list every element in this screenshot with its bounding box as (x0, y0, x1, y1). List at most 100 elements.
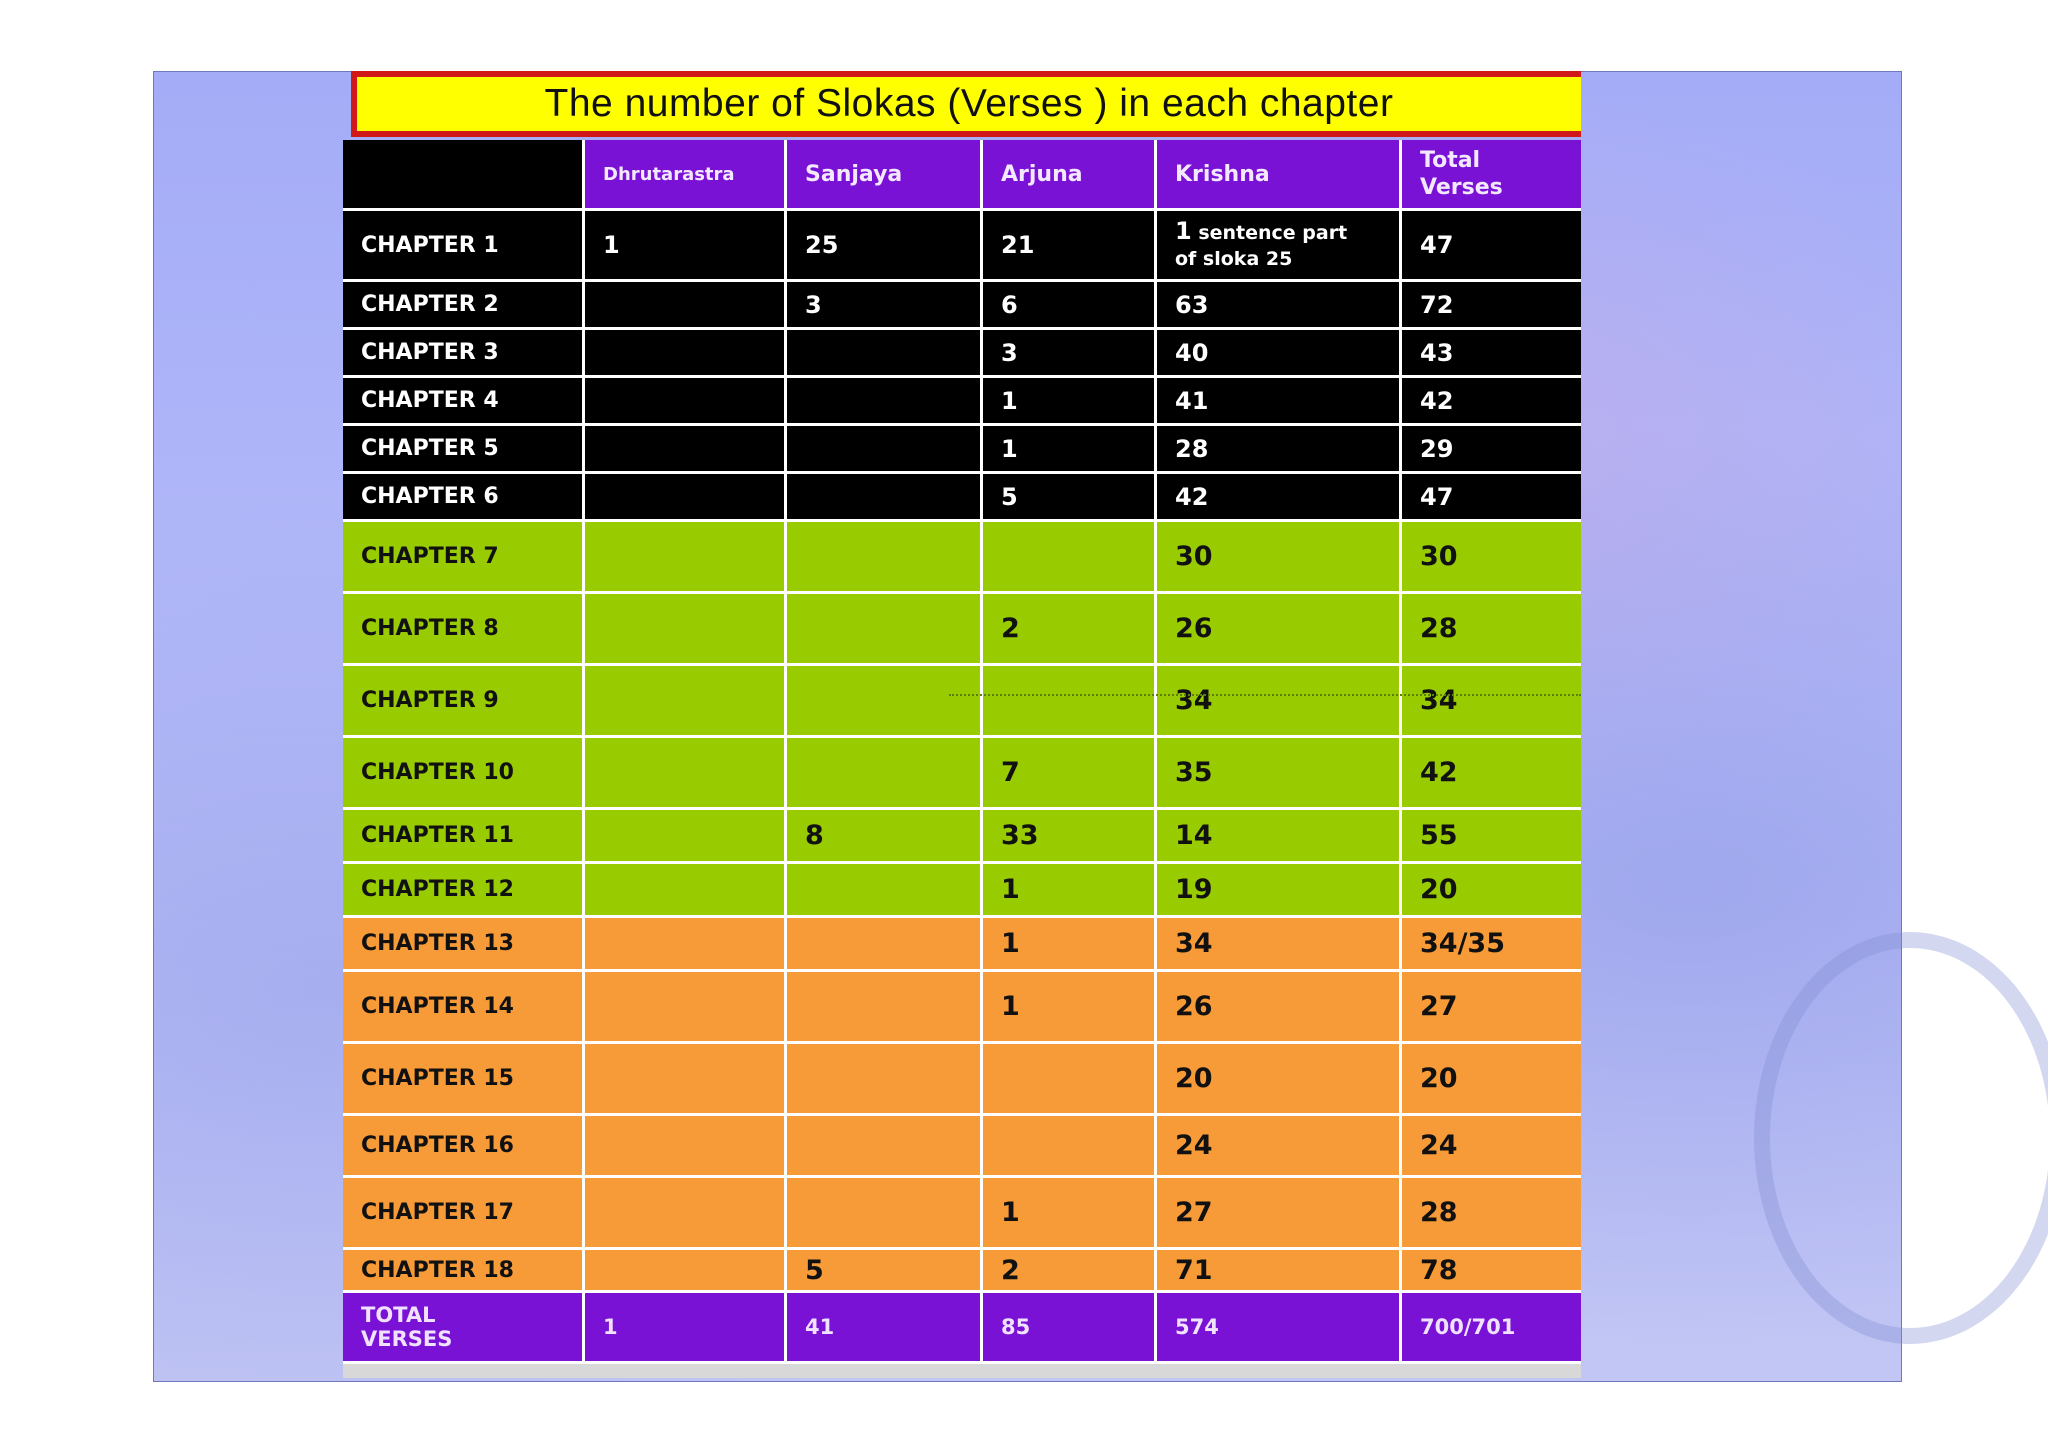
arjuna-cell: 1 (983, 972, 1157, 1044)
sanjaya-cell: 3 (787, 282, 983, 330)
arjuna-cell: 1 (983, 864, 1157, 918)
total-cell: 42 (1402, 378, 1581, 426)
krishna-cell: 42 (1157, 474, 1402, 522)
dhrutarastra-cell (585, 738, 787, 810)
arjuna-cell: 2 (983, 594, 1157, 666)
krishna-note-line-1: sentence part (1198, 222, 1348, 244)
dhrutarastra-cell (585, 918, 787, 972)
dhrutarastra-cell (585, 426, 787, 474)
arjuna-cell: 1 (983, 918, 1157, 972)
sanjaya-cell (787, 864, 983, 918)
total-cell: 42 (1402, 738, 1581, 810)
krishna-note-line-2: of sloka 25 (1175, 248, 1293, 270)
arjuna-cell: 1 (983, 426, 1157, 474)
total-cell: 72 (1402, 282, 1581, 330)
header-total-line-1: Total (1420, 148, 1481, 173)
total-cell: 28 (1402, 594, 1581, 666)
total-cell: 47 (1402, 211, 1581, 282)
total-sanjaya: 41 (787, 1293, 983, 1364)
krishna-cell: 35 (1157, 738, 1402, 810)
header-blank-cell (343, 140, 585, 211)
dhrutarastra-cell: 1 (585, 211, 787, 282)
header-total-line-2: Verses (1420, 175, 1503, 200)
sanjaya-cell (787, 1178, 983, 1250)
sanjaya-cell (787, 918, 983, 972)
chapter-label: CHAPTER 8 (343, 594, 585, 666)
chapter-label: CHAPTER 11 (343, 810, 585, 864)
dhrutarastra-cell (585, 1178, 787, 1250)
sanjaya-cell (787, 378, 983, 426)
krishna-cell: 71 (1157, 1250, 1402, 1293)
table-row-chapter-12: CHAPTER 12 1 19 20 (343, 864, 1581, 918)
sanjaya-cell (787, 330, 983, 378)
sanjaya-cell: 25 (787, 211, 983, 282)
dhrutarastra-cell (585, 474, 787, 522)
dhrutarastra-cell (585, 282, 787, 330)
arjuna-cell: 3 (983, 330, 1157, 378)
dhrutarastra-cell (585, 666, 787, 738)
total-dhrutarastra: 1 (585, 1293, 787, 1364)
arjuna-cell (983, 522, 1157, 594)
krishna-cell: 30 (1157, 522, 1402, 594)
header-dhrutarastra: Dhrutarastra (585, 140, 787, 211)
header-krishna: Krishna (1157, 140, 1402, 211)
total-grand: 700/701 (1402, 1293, 1581, 1364)
total-verses-label: TOTAL VERSES (343, 1293, 585, 1364)
chapter-label: CHAPTER 6 (343, 474, 585, 522)
total-cell: 24 (1402, 1116, 1581, 1178)
total-label-line-1: TOTAL (361, 1303, 436, 1327)
arjuna-cell: 33 (983, 810, 1157, 864)
total-cell: 20 (1402, 1044, 1581, 1116)
chariot-wheel-background (1754, 932, 2048, 1344)
dhrutarastra-cell (585, 1044, 787, 1116)
arjuna-cell: 1 (983, 378, 1157, 426)
table-row-chapter-3: CHAPTER 3 3 40 43 (343, 330, 1581, 378)
sanjaya-cell (787, 666, 983, 738)
total-cell: 20 (1402, 864, 1581, 918)
total-arjuna: 85 (983, 1293, 1157, 1364)
dhrutarastra-cell (585, 1250, 787, 1293)
chapter-label: CHAPTER 15 (343, 1044, 585, 1116)
sanjaya-cell (787, 1116, 983, 1178)
table-row-chapter-7: CHAPTER 7 30 30 (343, 522, 1581, 594)
table-row-chapter-2: CHAPTER 2 3 6 63 72 (343, 282, 1581, 330)
dhrutarastra-cell (585, 378, 787, 426)
krishna-cell: 19 (1157, 864, 1402, 918)
chapter-label: CHAPTER 3 (343, 330, 585, 378)
sanjaya-cell: 8 (787, 810, 983, 864)
dhrutarastra-cell (585, 594, 787, 666)
table-row-chapter-6: CHAPTER 6 5 42 47 (343, 474, 1581, 522)
chapter-label: CHAPTER 13 (343, 918, 585, 972)
total-cell: 55 (1402, 810, 1581, 864)
krishna-note-number: 1 (1175, 217, 1192, 245)
chapter-label: CHAPTER 12 (343, 864, 585, 918)
table-row-chapter-1: CHAPTER 1 1 25 21 1 sentence part of slo… (343, 211, 1581, 282)
total-cell: 43 (1402, 330, 1581, 378)
table-row-chapter-4: CHAPTER 4 1 41 42 (343, 378, 1581, 426)
chapter-label: CHAPTER 18 (343, 1250, 585, 1293)
table-row-chapter-14: CHAPTER 14 1 26 27 (343, 972, 1581, 1044)
sanjaya-cell (787, 474, 983, 522)
table-row-chapter-17: CHAPTER 17 1 27 28 (343, 1178, 1581, 1250)
chapter-label: CHAPTER 14 (343, 972, 585, 1044)
krishna-cell: 41 (1157, 378, 1402, 426)
krishna-cell: 34 (1157, 918, 1402, 972)
arjuna-cell: 21 (983, 211, 1157, 282)
dhrutarastra-cell (585, 330, 787, 378)
chapter-label: CHAPTER 16 (343, 1116, 585, 1178)
slokas-table: Dhrutarastra Sanjaya Arjuna Krishna Tota… (343, 140, 1581, 1378)
arjuna-cell: 6 (983, 282, 1157, 330)
table-row-chapter-9: CHAPTER 9 34 34 (343, 666, 1581, 738)
chapter-label: CHAPTER 17 (343, 1178, 585, 1250)
header-arjuna: Arjuna (983, 140, 1157, 211)
chapter-label: CHAPTER 10 (343, 738, 585, 810)
arjuna-cell (983, 666, 1157, 738)
total-cell: 78 (1402, 1250, 1581, 1293)
chapter-label: CHAPTER 5 (343, 426, 585, 474)
krishna-cell: 40 (1157, 330, 1402, 378)
sanjaya-cell (787, 522, 983, 594)
sanjaya-cell (787, 594, 983, 666)
chapter-label: CHAPTER 9 (343, 666, 585, 738)
total-cell: 29 (1402, 426, 1581, 474)
krishna-cell: 63 (1157, 282, 1402, 330)
